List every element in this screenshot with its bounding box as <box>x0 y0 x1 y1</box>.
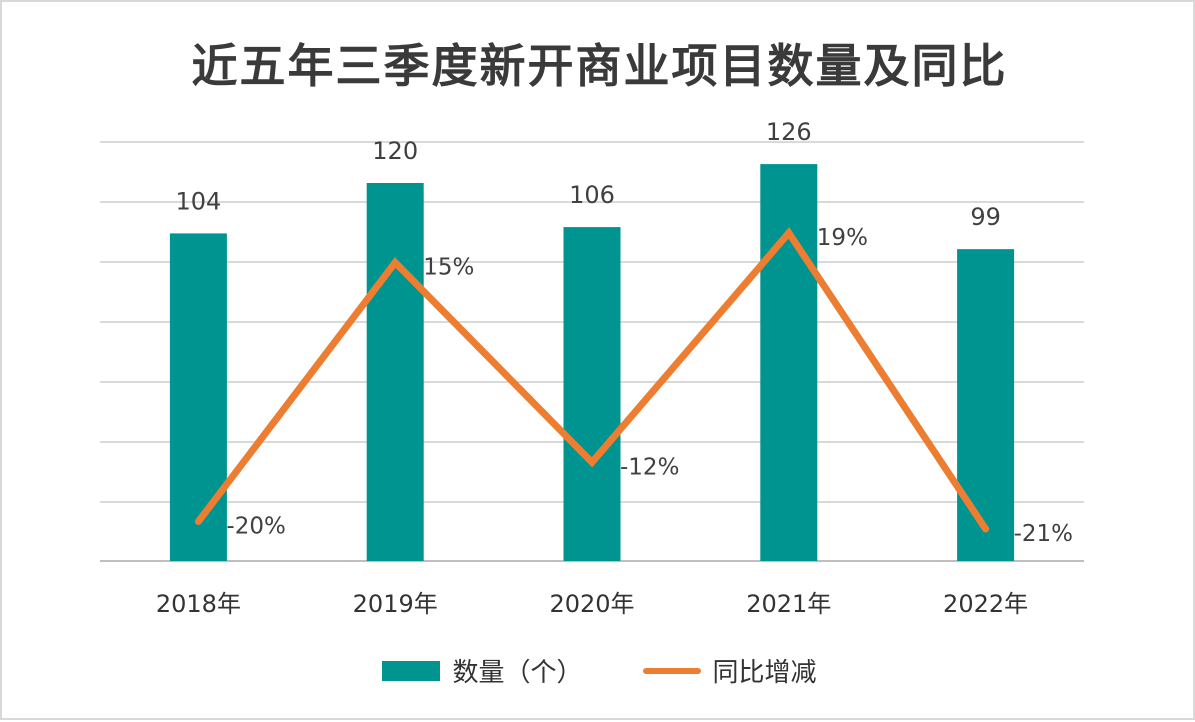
bar-0 <box>169 233 227 561</box>
x-tick-label-1: 2019年 <box>353 590 438 618</box>
yoy-value-label-0: -20% <box>226 514 285 540</box>
yoy-value-label-3: 19% <box>817 225 868 251</box>
legend-swatch-line <box>642 667 701 674</box>
bar-3 <box>760 164 818 561</box>
yoy-value-label-1: 15% <box>423 255 474 281</box>
bar-value-label-0: 104 <box>175 187 221 215</box>
legend-label-count: 数量（个） <box>452 658 583 688</box>
bars <box>169 164 1015 561</box>
yoy-point-2 <box>591 461 593 464</box>
x-tick-label-2: 2020年 <box>549 590 634 618</box>
yoy-line-layer <box>194 227 990 533</box>
x-tick-label-0: 2018年 <box>156 590 241 618</box>
yoy-value-label-4: -21% <box>1014 521 1073 547</box>
x-tick-label-4: 2022年 <box>943 590 1028 618</box>
yoy-point-4 <box>984 527 987 530</box>
legend-item-yoy: 同比增减 <box>642 652 817 689</box>
yoy-point-0 <box>197 520 200 523</box>
bar-value-label-1: 120 <box>372 137 418 165</box>
yoy-point-3 <box>787 231 790 234</box>
yoy-point-1 <box>394 261 397 264</box>
legend: 数量（个） 同比增减 <box>2 652 1195 689</box>
x-tick-label-3: 2021年 <box>746 590 831 618</box>
data-labels: 104 120 106 126 99 -20% 15% -12% 19% -21% <box>175 118 1073 547</box>
bar-4 <box>957 249 1015 561</box>
yoy-value-label-2: -12% <box>620 454 679 480</box>
x-axis-ticks: 2018年 2019年 2020年 2021年 2022年 <box>156 590 1028 618</box>
bar-1 <box>366 183 424 561</box>
bar-2 <box>563 227 621 561</box>
bar-value-label-4: 99 <box>970 203 1001 231</box>
bar-value-label-2: 106 <box>569 181 615 209</box>
legend-label-yoy: 同比增减 <box>712 658 817 688</box>
legend-swatch-bar <box>382 660 441 681</box>
chart-title: 近五年三季度新开商业项目数量及同比 <box>191 39 1008 93</box>
bar-value-label-3: 126 <box>766 118 812 146</box>
legend-item-count: 数量（个） <box>382 652 583 689</box>
